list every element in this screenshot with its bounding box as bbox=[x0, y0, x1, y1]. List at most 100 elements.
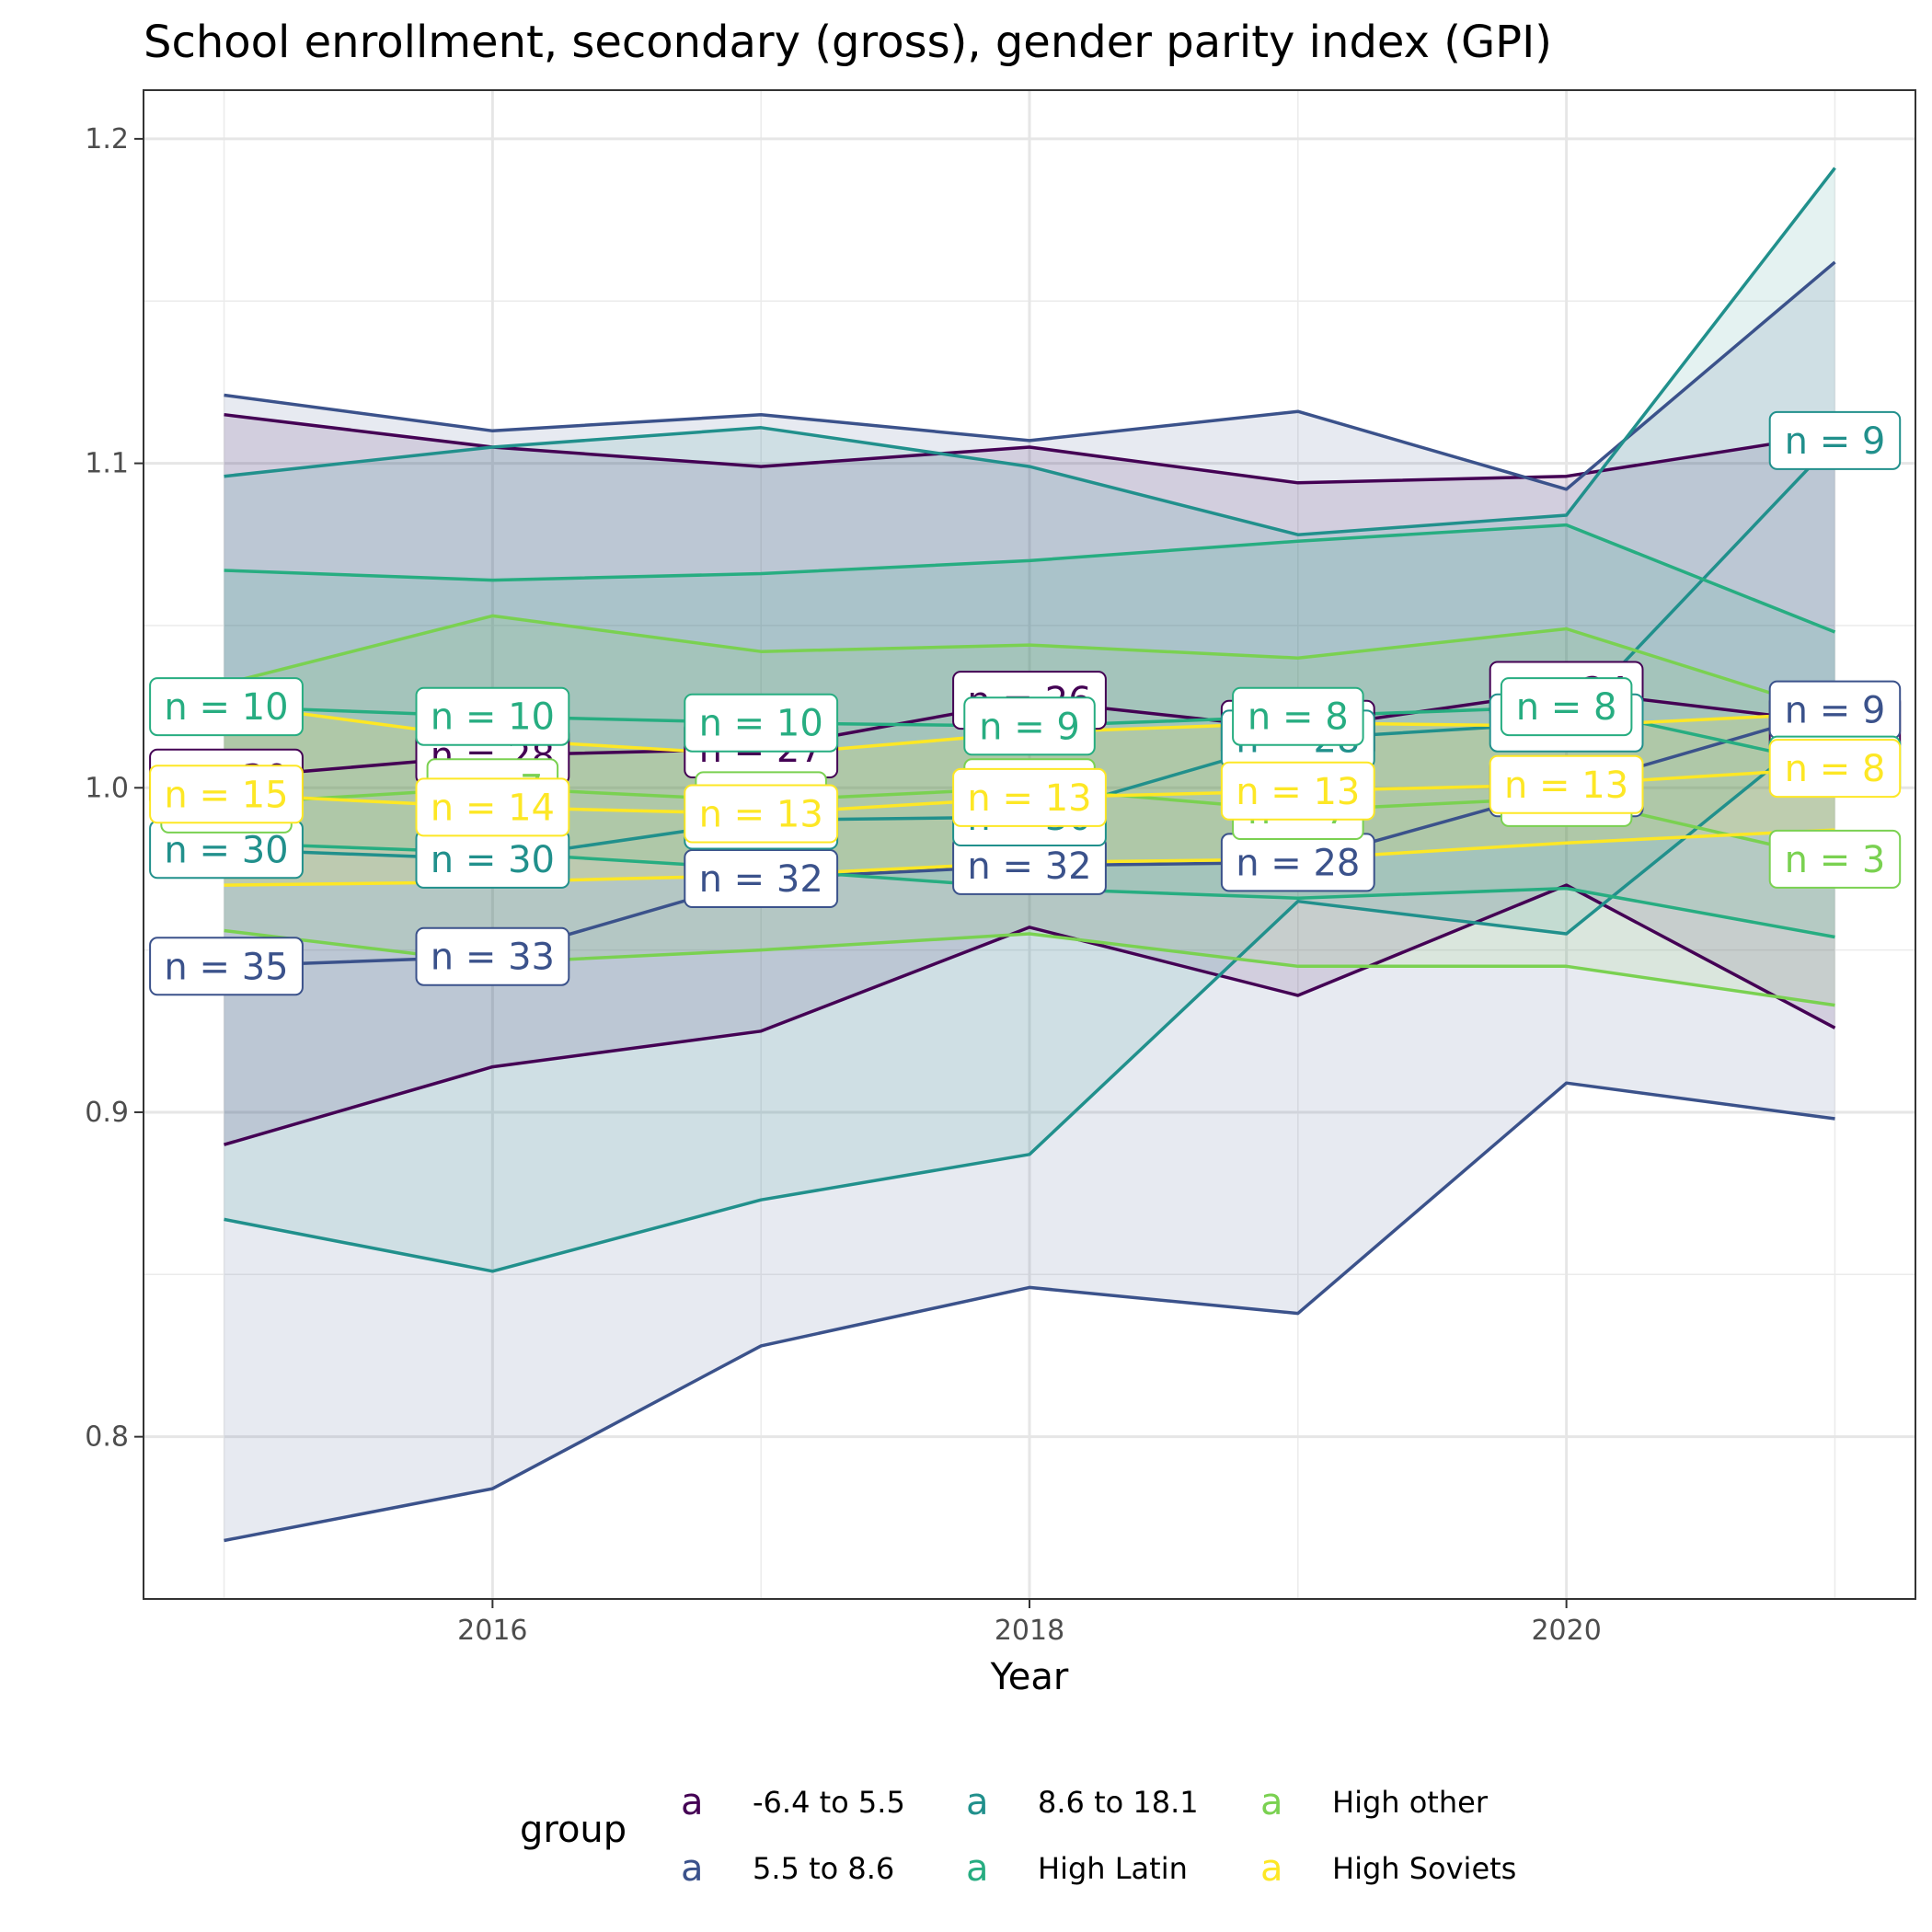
n-label: n = 13 bbox=[952, 767, 1107, 827]
n-label-text: n = 13 bbox=[1236, 771, 1360, 813]
n-label-text: n = 28 bbox=[1236, 842, 1360, 884]
n-label-text: n = 8 bbox=[1248, 696, 1349, 739]
n-label: n = 28 bbox=[1220, 833, 1375, 892]
n-label-text: n = 32 bbox=[699, 858, 823, 901]
n-label-text: n = 33 bbox=[431, 937, 555, 979]
y-axis: 0.8 0.9 1.0 1.1 1.2 bbox=[85, 123, 144, 1454]
n-label-text: n = 32 bbox=[967, 845, 1091, 888]
n-label-box bbox=[1768, 829, 1902, 889]
n-label: n = 13 bbox=[1489, 754, 1644, 814]
n-label: n = 33 bbox=[415, 926, 570, 986]
series-line-upper bbox=[224, 523, 1836, 634]
n-label: n = 3 bbox=[1768, 829, 1902, 889]
n-label-text: n = 8 bbox=[1785, 748, 1886, 790]
n-label: n = 13 bbox=[1220, 761, 1375, 821]
n-label: n = 8 bbox=[1500, 677, 1633, 737]
series-line-lower bbox=[224, 883, 1836, 1146]
legend-key: a bbox=[1260, 1847, 1283, 1890]
n-label-text: n = 35 bbox=[164, 946, 288, 988]
confidence-band bbox=[224, 261, 1835, 1541]
n-label: n = 10 bbox=[415, 686, 570, 746]
legend-key: a bbox=[966, 1781, 989, 1823]
y-tick-label: 1.2 bbox=[85, 123, 129, 155]
n-label-text: n = 9 bbox=[979, 706, 1080, 748]
n-label: n = 32 bbox=[684, 849, 839, 908]
n-label-text: n = 8 bbox=[1516, 686, 1617, 729]
n-label-box bbox=[684, 849, 839, 908]
n-label-box bbox=[1500, 677, 1633, 737]
chart-title: School enrollment, secondary (gross), ge… bbox=[144, 17, 1552, 68]
n-label-box bbox=[1220, 761, 1375, 821]
legend-key: a bbox=[681, 1781, 704, 1823]
series-line-upper bbox=[224, 260, 1836, 491]
n-label: n = 10 bbox=[684, 693, 839, 753]
legend-label: High other bbox=[1332, 1785, 1489, 1820]
n-label: n = 9 bbox=[963, 696, 1096, 756]
n-label: n = 10 bbox=[149, 677, 304, 737]
n-label: n = 30 bbox=[149, 820, 304, 880]
n-labels: n = 30n = 28n = 27n = 26n = 26n = 24n = … bbox=[149, 410, 1902, 996]
legend-key: a bbox=[681, 1847, 704, 1890]
n-label-box bbox=[415, 777, 570, 837]
legend-title: group bbox=[520, 1809, 627, 1851]
n-label: n = 30 bbox=[415, 829, 570, 889]
series-line-lower bbox=[224, 1081, 1835, 1543]
n-label-box bbox=[1232, 686, 1364, 746]
x-tick-label: 2016 bbox=[457, 1615, 527, 1647]
n-label-box bbox=[952, 767, 1107, 827]
n-label: n = 9 bbox=[1768, 680, 1902, 740]
x-tick-label: 2018 bbox=[995, 1615, 1064, 1647]
n-label-box bbox=[1768, 739, 1902, 799]
n-label: n = 35 bbox=[149, 937, 304, 996]
y-tick-label: 1.0 bbox=[85, 772, 129, 804]
legend: group a -6.4 to 5.5 a 5.5 to 8.6 a 8.6 to 18.… bbox=[520, 1781, 1516, 1890]
n-label-text: n = 9 bbox=[1785, 690, 1886, 732]
n-label-text: n = 9 bbox=[1785, 420, 1886, 463]
n-label-text: n = 10 bbox=[164, 686, 288, 729]
n-label-box bbox=[149, 677, 304, 737]
n-label: n = 13 bbox=[684, 784, 839, 844]
x-axis-title: Year bbox=[990, 1656, 1069, 1698]
n-label-text: n = 30 bbox=[431, 839, 555, 881]
legend-label: High Soviets bbox=[1332, 1851, 1516, 1886]
n-label-text: n = 3 bbox=[1785, 839, 1886, 881]
n-label-box bbox=[1489, 754, 1644, 814]
n-label-box bbox=[1768, 410, 1902, 470]
n-label-text: n = 10 bbox=[431, 696, 555, 739]
y-tick-label: 0.9 bbox=[85, 1097, 129, 1129]
series-line-upper bbox=[224, 614, 1836, 715]
n-label-box bbox=[149, 937, 304, 996]
n-label: n = 32 bbox=[952, 835, 1107, 895]
n-label-box bbox=[415, 686, 570, 746]
legend-label: High Latin bbox=[1038, 1851, 1188, 1886]
n-label-text: n = 13 bbox=[699, 794, 823, 836]
legend-label: 8.6 to 18.1 bbox=[1038, 1785, 1199, 1820]
n-label: n = 8 bbox=[1768, 739, 1902, 799]
n-label: n = 14 bbox=[415, 777, 570, 837]
n-label-box bbox=[684, 784, 839, 844]
series-line-lower bbox=[224, 715, 1836, 1273]
n-label-text: n = 30 bbox=[164, 829, 288, 871]
n-label-text: n = 15 bbox=[164, 774, 288, 816]
n-label-box bbox=[684, 693, 839, 753]
x-axis: 2016 2018 2020 bbox=[457, 1599, 1602, 1647]
n-label-box bbox=[963, 696, 1096, 756]
legend-key: a bbox=[966, 1847, 989, 1890]
series-line-upper bbox=[224, 167, 1836, 536]
n-label-text: n = 13 bbox=[1504, 765, 1628, 807]
n-label: n = 9 bbox=[1768, 410, 1902, 470]
x-tick-label: 2020 bbox=[1531, 1615, 1601, 1647]
n-label-text: n = 10 bbox=[699, 703, 823, 745]
n-label-text: n = 13 bbox=[967, 777, 1091, 820]
y-tick-label: 0.8 bbox=[85, 1421, 129, 1454]
legend-key: a bbox=[1260, 1781, 1283, 1823]
legend-label: 5.5 to 8.6 bbox=[753, 1851, 894, 1886]
y-tick-label: 1.1 bbox=[85, 448, 129, 480]
n-label-box bbox=[415, 926, 570, 986]
n-label: n = 8 bbox=[1232, 686, 1364, 746]
legend-label: -6.4 to 5.5 bbox=[753, 1785, 905, 1820]
n-label-box bbox=[149, 765, 304, 824]
n-label: n = 15 bbox=[149, 765, 304, 824]
n-label-text: n = 14 bbox=[431, 787, 555, 829]
